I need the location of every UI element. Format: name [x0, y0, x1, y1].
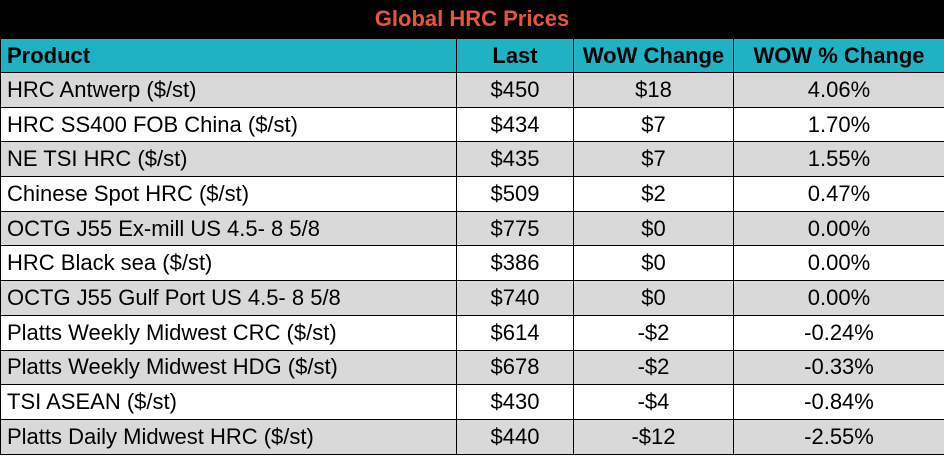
wow-percent-cell: 0.00%: [733, 245, 944, 282]
last-cell: $440: [456, 418, 574, 455]
wow-change-cell: $2: [573, 176, 734, 212]
wow-change-cell: -$12: [573, 418, 734, 455]
last-cell: $775: [456, 210, 574, 247]
wow-percent-cell: -0.84%: [733, 384, 944, 420]
product-cell: Platts Weekly Midwest HDG ($/st): [0, 349, 457, 386]
table-row: Platts Daily Midwest HRC ($/st) $440 -$1…: [0, 418, 944, 455]
product-cell: OCTG J55 Gulf Port US 4.5- 8 5/8: [0, 280, 457, 316]
last-cell: $614: [456, 314, 574, 351]
last-cell: $740: [456, 280, 574, 316]
column-header-wow-percent-change: WOW % Change: [733, 38, 944, 73]
wow-percent-cell: 0.00%: [733, 210, 944, 247]
table-row: NE TSI HRC ($/st) $435 $7 1.55%: [0, 141, 944, 178]
table-row: TSI ASEAN ($/st) $430 -$4 -0.84%: [0, 384, 944, 420]
header-row: Product Last WoW Change WOW % Change: [0, 38, 944, 73]
column-header-wow-change: WoW Change: [573, 38, 734, 73]
product-cell: OCTG J55 Ex-mill US 4.5- 8 5/8: [0, 210, 457, 247]
product-cell: HRC Antwerp ($/st): [0, 72, 457, 108]
last-cell: $386: [456, 245, 574, 282]
product-cell: TSI ASEAN ($/st): [0, 384, 457, 420]
product-cell: HRC SS400 FOB China ($/st): [0, 106, 457, 143]
wow-change-cell: $0: [573, 280, 734, 316]
wow-change-cell: -$4: [573, 384, 734, 420]
table-row: OCTG J55 Ex-mill US 4.5- 8 5/8 $775 $0 0…: [0, 210, 944, 247]
wow-percent-cell: 1.70%: [733, 106, 944, 143]
wow-change-cell: -$2: [573, 349, 734, 386]
wow-percent-cell: 0.00%: [733, 280, 944, 316]
wow-change-cell: $0: [573, 210, 734, 247]
wow-percent-cell: -0.24%: [733, 314, 944, 351]
table-row: HRC Antwerp ($/st) $450 $18 4.06%: [0, 72, 944, 108]
wow-percent-cell: 4.06%: [733, 72, 944, 108]
last-cell: $430: [456, 384, 574, 420]
wow-percent-cell: -2.55%: [733, 418, 944, 455]
last-cell: $450: [456, 72, 574, 108]
product-cell: Chinese Spot HRC ($/st): [0, 176, 457, 212]
column-header-last: Last: [456, 38, 574, 73]
last-cell: $678: [456, 349, 574, 386]
table-row: Chinese Spot HRC ($/st) $509 $2 0.47%: [0, 176, 944, 212]
last-cell: $509: [456, 176, 574, 212]
wow-change-cell: $7: [573, 106, 734, 143]
wow-change-cell: -$2: [573, 314, 734, 351]
table-title: Global HRC Prices: [0, 0, 944, 38]
prices-table: Product Last WoW Change WOW % Change HRC…: [0, 38, 944, 455]
product-cell: Platts Daily Midwest HRC ($/st): [0, 418, 457, 455]
table-row: Platts Weekly Midwest HDG ($/st) $678 -$…: [0, 349, 944, 386]
table-row: OCTG J55 Gulf Port US 4.5- 8 5/8 $740 $0…: [0, 280, 944, 316]
wow-change-cell: $18: [573, 72, 734, 108]
last-cell: $434: [456, 106, 574, 143]
table-row: Platts Weekly Midwest CRC ($/st) $614 -$…: [0, 314, 944, 351]
wow-percent-cell: -0.33%: [733, 349, 944, 386]
table-row: HRC Black sea ($/st) $386 $0 0.00%: [0, 245, 944, 282]
product-cell: NE TSI HRC ($/st): [0, 141, 457, 178]
wow-percent-cell: 1.55%: [733, 141, 944, 178]
wow-change-cell: $0: [573, 245, 734, 282]
table-row: HRC SS400 FOB China ($/st) $434 $7 1.70%: [0, 106, 944, 143]
last-cell: $435: [456, 141, 574, 178]
product-cell: Platts Weekly Midwest CRC ($/st): [0, 314, 457, 351]
column-header-product: Product: [0, 38, 457, 73]
wow-percent-cell: 0.47%: [733, 176, 944, 212]
wow-change-cell: $7: [573, 141, 734, 178]
product-cell: HRC Black sea ($/st): [0, 245, 457, 282]
